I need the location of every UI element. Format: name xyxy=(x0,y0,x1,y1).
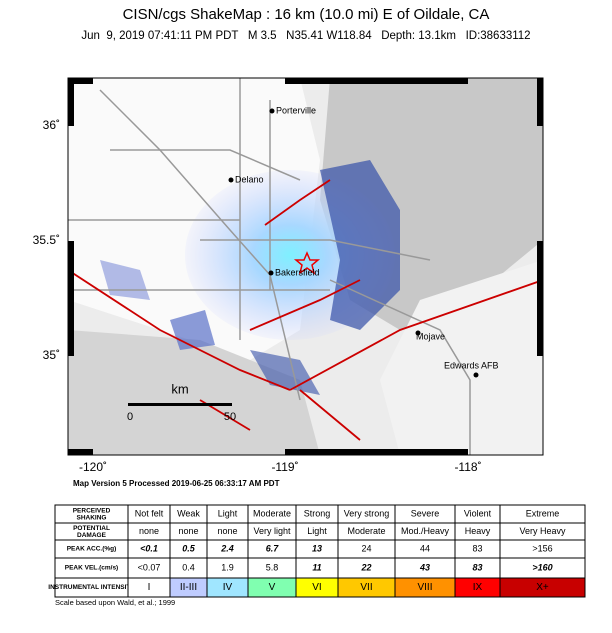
table-value: Moderate xyxy=(347,526,385,536)
table-value: IX xyxy=(473,582,483,593)
row-header: PERCEIVED SHAKING xyxy=(73,507,111,521)
table-value: 11 xyxy=(312,562,321,572)
lat-label: 35.5˚ xyxy=(33,233,60,247)
table-value: VIII xyxy=(417,582,432,593)
table-value: <0.1 xyxy=(140,543,158,553)
table-value: none xyxy=(178,526,198,536)
place-label: Mojave xyxy=(416,331,445,341)
table-cell xyxy=(499,577,586,598)
column-header: Weak xyxy=(177,508,200,518)
table-value: Very Heavy xyxy=(519,526,566,536)
table-value: 83 xyxy=(472,562,482,572)
subtitle: Jun 9, 2019 07:41:11 PM PDT M 3.5 N35.41… xyxy=(81,30,530,42)
place-label: Edwards AFB xyxy=(444,360,499,370)
scale-end: 50 xyxy=(224,411,236,423)
row-header: PEAK VEL.(cm/s) xyxy=(65,565,118,572)
column-header: Very strong xyxy=(344,508,390,518)
table-value: I xyxy=(148,582,151,593)
column-header: Light xyxy=(218,508,238,518)
table-value: 0.5 xyxy=(182,543,196,553)
row-header: PEAK ACC.(%g) xyxy=(67,546,117,553)
table-value: 22 xyxy=(360,562,371,572)
table-value: none xyxy=(217,526,237,536)
scale-bar xyxy=(128,403,232,406)
table-value: V xyxy=(269,582,276,593)
column-header: Violent xyxy=(464,508,492,518)
column-header: Extreme xyxy=(526,508,560,518)
map-version: Map Version 5 Processed 2019-06-25 06:33… xyxy=(73,479,280,488)
lon-label: -120˚ xyxy=(79,460,107,474)
table-value: Heavy xyxy=(465,526,491,536)
column-header: Moderate xyxy=(253,508,291,518)
lat-label: 35˚ xyxy=(43,348,60,362)
lon-label: -119˚ xyxy=(271,460,298,474)
table-value: X+ xyxy=(536,582,549,593)
table-value: VI xyxy=(312,582,321,593)
row-header: POTENTIAL DAMAGE xyxy=(73,525,110,539)
map xyxy=(68,78,543,455)
table-value: none xyxy=(139,526,159,536)
place-label: Delano xyxy=(235,174,264,184)
footer-note: Scale based upon Wald, et al.; 1999 xyxy=(55,598,175,607)
table-value: IV xyxy=(223,582,233,593)
scale-unit: km xyxy=(171,381,188,396)
table-value: >160 xyxy=(532,562,552,572)
title: CISN/cgs ShakeMap : 16 km (10.0 mi) E of… xyxy=(123,6,490,23)
table-value: 24 xyxy=(361,543,371,553)
scale-start: 0 xyxy=(127,411,133,423)
table-value: 1.9 xyxy=(221,562,234,572)
table-value: 2.4 xyxy=(220,543,234,553)
column-header: Not felt xyxy=(135,508,164,518)
table-value: Light xyxy=(307,526,327,536)
table-value: >156 xyxy=(532,543,552,553)
table-value: 44 xyxy=(420,543,430,553)
table-value: 83 xyxy=(472,543,482,553)
intensity-table: PERCEIVED SHAKING Not felt Weak Light Moderat… xyxy=(48,504,586,598)
place-label: Bakersfield xyxy=(275,267,320,277)
table-value: 43 xyxy=(419,562,430,572)
table-value: 5.8 xyxy=(266,562,279,572)
column-header: Strong xyxy=(304,508,331,518)
lat-label: 36˚ xyxy=(43,118,60,132)
table-value: 13 xyxy=(312,543,322,553)
table-value: Mod./Heavy xyxy=(401,526,450,536)
table-value: Very light xyxy=(253,526,291,536)
row-header: INSTRUMENTAL INTENSITY xyxy=(48,584,135,591)
table-value: VII xyxy=(360,582,372,593)
table-value: II-III xyxy=(180,582,197,593)
table-value: 0.4 xyxy=(182,562,195,572)
table-value: <0.07 xyxy=(138,562,161,572)
lon-label: -118˚ xyxy=(454,460,481,474)
table-value: 6.7 xyxy=(266,543,280,553)
column-header: Severe xyxy=(411,508,440,518)
place-label: Porterville xyxy=(276,105,316,115)
